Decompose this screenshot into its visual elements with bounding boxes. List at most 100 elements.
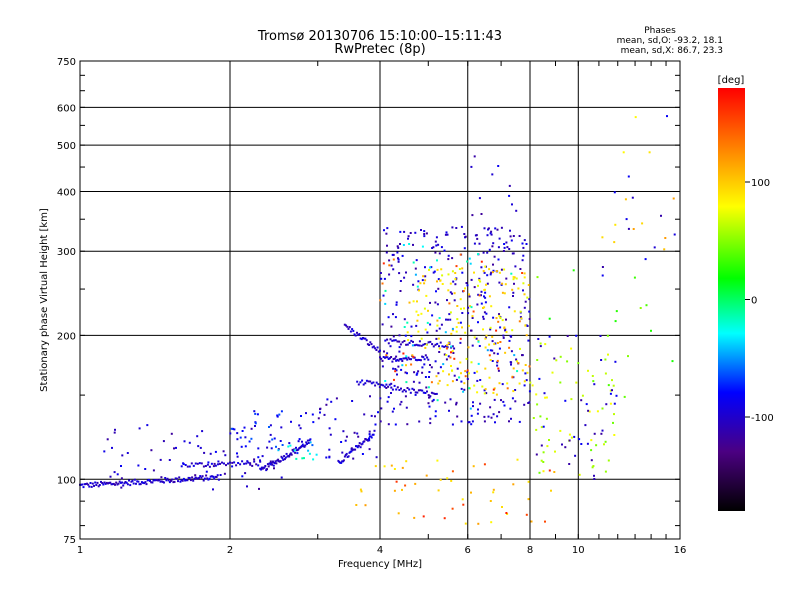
echo-point bbox=[476, 379, 479, 382]
echo-point bbox=[460, 307, 462, 310]
echo-point bbox=[204, 465, 207, 467]
echo-point bbox=[120, 486, 123, 489]
echo-point bbox=[494, 421, 496, 424]
echo-point bbox=[450, 365, 452, 367]
echo-point bbox=[212, 475, 215, 478]
echo-point bbox=[416, 372, 419, 375]
echo-point bbox=[444, 233, 447, 236]
x-tick-label: 6 bbox=[465, 545, 471, 556]
echo-point bbox=[364, 382, 367, 385]
echo-point bbox=[459, 361, 462, 364]
echo-point bbox=[222, 450, 225, 453]
echo-point bbox=[412, 300, 415, 303]
echo-point bbox=[377, 383, 380, 386]
echo-point bbox=[396, 245, 399, 248]
echo-point bbox=[609, 389, 612, 392]
echo-point bbox=[97, 485, 100, 488]
echo-point bbox=[644, 258, 647, 261]
echo-point bbox=[285, 452, 288, 455]
echo-point bbox=[503, 292, 506, 295]
colorbar-tick-label: -100 bbox=[751, 413, 774, 424]
echo-point bbox=[484, 296, 487, 299]
echo-point bbox=[519, 347, 521, 350]
echo-point bbox=[341, 451, 344, 454]
echo-point bbox=[454, 272, 457, 274]
echo-point bbox=[596, 410, 599, 413]
echo-point bbox=[414, 231, 417, 234]
echo-point bbox=[174, 477, 177, 480]
echo-point bbox=[394, 316, 397, 319]
echo-point bbox=[207, 478, 210, 481]
echo-point bbox=[330, 400, 333, 403]
echo-point bbox=[441, 283, 444, 285]
echo-point bbox=[290, 453, 293, 456]
colorbar-tick-label: 0 bbox=[751, 296, 757, 307]
echo-point bbox=[450, 345, 453, 348]
echo-point bbox=[606, 334, 609, 337]
echo-point bbox=[257, 447, 260, 450]
echo-point bbox=[212, 488, 214, 491]
echo-point bbox=[587, 409, 590, 412]
echo-point bbox=[453, 299, 456, 302]
echo-point bbox=[422, 343, 425, 346]
echo-point bbox=[464, 370, 467, 373]
echo-point bbox=[345, 435, 348, 438]
echo-point bbox=[521, 272, 524, 274]
echo-point bbox=[489, 328, 492, 331]
echo-point bbox=[666, 115, 668, 118]
echo-point bbox=[370, 343, 373, 346]
echo-point bbox=[512, 276, 515, 278]
echo-point bbox=[446, 233, 449, 236]
echo-point bbox=[399, 243, 401, 245]
echo-point bbox=[383, 350, 385, 353]
echo-point bbox=[551, 371, 554, 374]
echo-point bbox=[94, 481, 97, 484]
echo-point bbox=[600, 359, 603, 361]
echo-point bbox=[386, 227, 389, 230]
echo-point bbox=[538, 471, 541, 474]
echo-point bbox=[590, 439, 593, 442]
echo-point bbox=[400, 358, 403, 361]
echo-point bbox=[393, 378, 395, 381]
echo-point bbox=[478, 279, 481, 282]
echo-point bbox=[440, 323, 443, 326]
echo-point bbox=[299, 427, 302, 430]
echo-point bbox=[485, 312, 488, 315]
echo-point bbox=[470, 329, 473, 332]
echo-point bbox=[564, 399, 567, 402]
echo-point bbox=[528, 365, 531, 368]
echo-point bbox=[403, 326, 406, 328]
echo-point bbox=[532, 417, 535, 419]
echo-point bbox=[497, 367, 500, 370]
echo-point bbox=[100, 480, 102, 483]
echo-point bbox=[490, 271, 493, 274]
echo-point bbox=[512, 278, 515, 281]
echo-point bbox=[427, 309, 429, 312]
echo-point bbox=[536, 403, 539, 406]
echo-point bbox=[264, 465, 267, 467]
echo-point bbox=[523, 380, 526, 383]
echo-point bbox=[390, 325, 393, 328]
echo-point bbox=[492, 413, 495, 416]
echo-point bbox=[415, 343, 418, 346]
echo-point bbox=[305, 412, 307, 415]
echo-point bbox=[418, 381, 421, 384]
echo-point bbox=[458, 268, 461, 270]
echo-point bbox=[236, 455, 239, 458]
echo-point bbox=[603, 443, 605, 446]
echo-point bbox=[91, 482, 94, 485]
echo-point bbox=[423, 358, 426, 361]
echo-point bbox=[116, 483, 119, 486]
echo-point bbox=[290, 420, 292, 423]
echo-point bbox=[319, 411, 321, 414]
echo-point bbox=[235, 464, 238, 467]
echo-point bbox=[191, 476, 194, 479]
echo-point bbox=[540, 426, 543, 429]
echo-point bbox=[393, 384, 396, 387]
echo-point bbox=[402, 244, 405, 246]
echo-point bbox=[470, 306, 473, 309]
echo-point bbox=[430, 266, 433, 269]
echo-point bbox=[207, 461, 210, 464]
echo-point bbox=[429, 395, 432, 398]
echo-point bbox=[96, 481, 99, 484]
